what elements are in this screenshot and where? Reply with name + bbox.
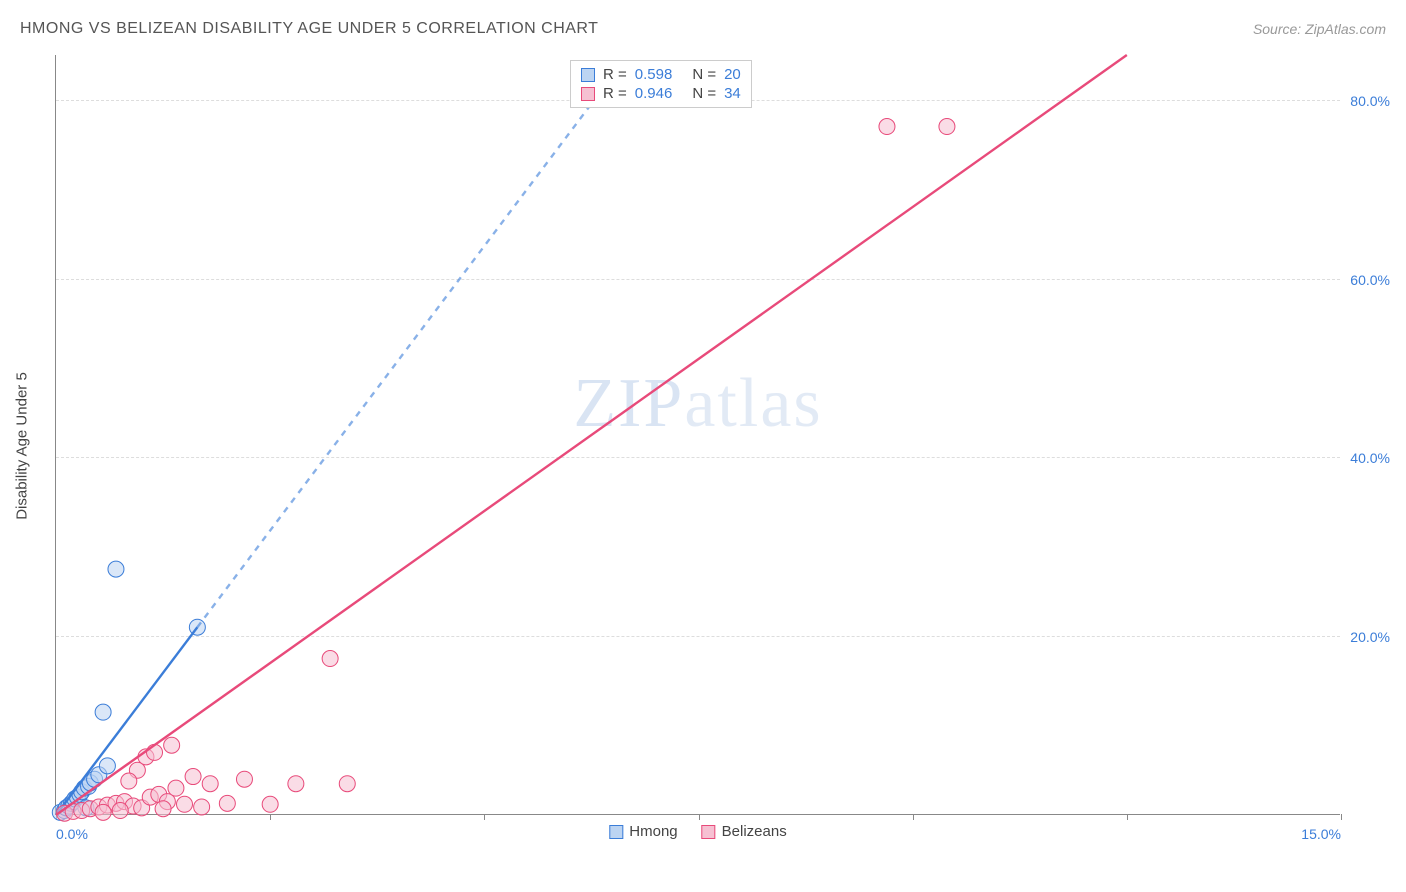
scatter-point-belizeans [95, 804, 111, 820]
scatter-point-belizeans [168, 780, 184, 796]
scatter-point-hmong [108, 561, 124, 577]
stats-r-label: R = [603, 66, 627, 83]
scatter-point-belizeans [185, 769, 201, 785]
scatter-point-belizeans [202, 776, 218, 792]
scatter-point-belizeans [121, 773, 137, 789]
legend-swatch-icon [702, 825, 716, 839]
stats-swatch-icon [581, 68, 595, 82]
correlation-stats-box: R = 0.598 N = 20 R = 0.946 N = 34 [570, 60, 752, 108]
x-tick [913, 814, 914, 820]
legend-label: Belizeans [722, 823, 787, 840]
scatter-point-belizeans [164, 737, 180, 753]
trend-line-belizeans [56, 55, 1127, 815]
y-tick-label: 20.0% [1350, 629, 1390, 645]
stats-row-hmong: R = 0.598 N = 20 [581, 65, 741, 84]
x-tick [1127, 814, 1128, 820]
scatter-point-belizeans [194, 799, 210, 815]
scatter-point-hmong [99, 758, 115, 774]
scatter-point-belizeans [262, 796, 278, 812]
stats-r-value: 0.946 [635, 85, 673, 102]
x-tick [1341, 814, 1342, 820]
scatter-point-hmong [95, 704, 111, 720]
scatter-point-belizeans [236, 771, 252, 787]
scatter-point-belizeans [147, 744, 163, 760]
chart-canvas [56, 55, 1340, 814]
scatter-point-belizeans [939, 119, 955, 135]
scatter-point-belizeans [339, 776, 355, 792]
y-tick-label: 60.0% [1350, 272, 1390, 288]
legend-swatch-icon [609, 825, 623, 839]
scatter-point-belizeans [112, 803, 128, 819]
stats-n-value: 34 [724, 85, 741, 102]
scatter-point-belizeans [879, 119, 895, 135]
y-tick-label: 80.0% [1350, 93, 1390, 109]
scatter-point-belizeans [219, 795, 235, 811]
chart-title: HMONG VS BELIZEAN DISABILITY AGE UNDER 5… [20, 20, 598, 38]
scatter-point-belizeans [288, 776, 304, 792]
legend-item-hmong[interactable]: Hmong [609, 823, 677, 840]
legend-item-belizeans[interactable]: Belizeans [702, 823, 787, 840]
plot-area: ZIPatlas 20.0%40.0%60.0%80.0% 0.0%15.0% … [55, 55, 1340, 815]
stats-r-value: 0.598 [635, 66, 673, 83]
y-tick-label: 40.0% [1350, 450, 1390, 466]
stats-row-belizeans: R = 0.946 N = 34 [581, 84, 741, 103]
x-tick [699, 814, 700, 820]
stats-n-value: 20 [724, 66, 741, 83]
legend-label: Hmong [629, 823, 677, 840]
legend: Hmong Belizeans [609, 823, 786, 840]
x-tick [270, 814, 271, 820]
trend-line-hmong [197, 64, 621, 627]
stats-n-label: N = [692, 85, 716, 102]
x-tick [484, 814, 485, 820]
x-tick-label: 15.0% [1301, 826, 1341, 842]
x-tick-label: 0.0% [56, 826, 88, 842]
y-axis-label: Disability Age Under 5 [14, 372, 31, 520]
stats-n-label: N = [692, 66, 716, 83]
scatter-point-belizeans [155, 801, 171, 817]
scatter-point-belizeans [322, 651, 338, 667]
source-attribution: Source: ZipAtlas.com [1253, 21, 1386, 37]
stats-swatch-icon [581, 87, 595, 101]
scatter-point-belizeans [177, 796, 193, 812]
stats-r-label: R = [603, 85, 627, 102]
